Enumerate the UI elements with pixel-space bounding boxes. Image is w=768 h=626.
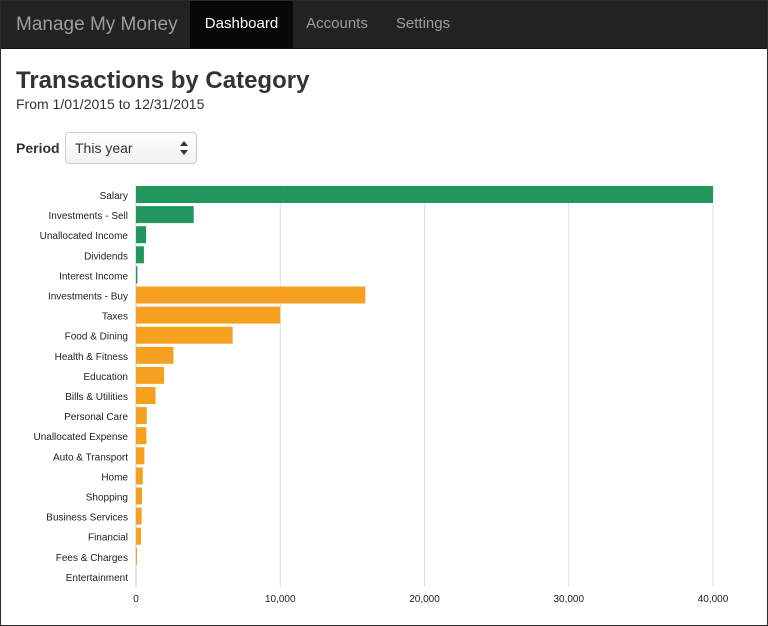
bar-taxes	[136, 306, 281, 324]
period-select[interactable]: This year	[65, 132, 197, 164]
bar-auto-transport	[136, 447, 145, 465]
bar-personal-care	[136, 407, 147, 425]
nav-accounts[interactable]: Accounts	[306, 15, 368, 32]
x-tick-label: 0	[133, 594, 139, 605]
period-selected-value: This year	[75, 140, 133, 156]
page-title: Transactions by Category	[16, 67, 310, 94]
bar-dividends	[136, 246, 144, 264]
period-label: Period	[16, 140, 60, 156]
x-tick-label: 20,000	[409, 594, 440, 605]
category-label: Home	[101, 472, 128, 483]
bar-investments-sell	[136, 206, 194, 224]
x-tick-label: 30,000	[553, 594, 584, 605]
category-label: Taxes	[102, 312, 128, 323]
bar-bills-utilities	[136, 387, 156, 404]
category-label: Interest Income	[59, 271, 128, 282]
bar-shopping	[136, 487, 143, 505]
category-label: Salary	[100, 191, 128, 202]
category-label: Business Services	[46, 513, 128, 524]
category-label: Unallocated Expense	[33, 432, 128, 443]
bar-financial	[136, 527, 142, 545]
category-label: Food & Dining	[65, 332, 128, 343]
nav-dashboard[interactable]: Dashboard	[190, 1, 293, 48]
x-tick-label: 10,000	[265, 594, 296, 605]
category-label: Fees & Charges	[56, 553, 128, 564]
x-tick-label: 40,000	[698, 594, 729, 605]
bar-investments-buy	[136, 286, 366, 304]
category-label: Personal Care	[64, 412, 128, 423]
bar-food-dining	[136, 326, 233, 344]
category-label: Financial	[88, 533, 128, 544]
bar-education	[136, 366, 165, 384]
category-label: Dividends	[84, 251, 128, 262]
nav-settings[interactable]: Settings	[395, 15, 451, 32]
category-label: Health & Fitness	[55, 352, 128, 363]
navbar: Manage My Money Dashboard Accounts Setti…	[1, 1, 767, 49]
bar-home	[136, 467, 143, 485]
category-label: Investments - Buy	[48, 292, 128, 303]
bar-salary	[136, 186, 713, 203]
bar-interest-income	[136, 266, 138, 284]
bar-unallocated-expense	[136, 427, 147, 445]
select-arrows-icon	[180, 141, 188, 155]
bar-health-fitness	[136, 346, 174, 364]
category-label: Entertainment	[66, 573, 128, 584]
category-label: Investments - Sell	[49, 211, 128, 222]
category-label: Education	[84, 372, 128, 383]
bar-unallocated-income	[136, 226, 147, 244]
brand-title[interactable]: Manage My Money	[16, 14, 178, 35]
bar-fees-charges	[136, 547, 137, 565]
category-label: Bills & Utilities	[65, 392, 128, 403]
date-range-subtitle: From 1/01/2015 to 12/31/2015	[16, 96, 205, 112]
category-label: Shopping	[86, 493, 128, 504]
category-label: Unallocated Income	[40, 231, 129, 242]
category-label: Auto & Transport	[53, 452, 128, 463]
bar-business-services	[136, 507, 142, 525]
